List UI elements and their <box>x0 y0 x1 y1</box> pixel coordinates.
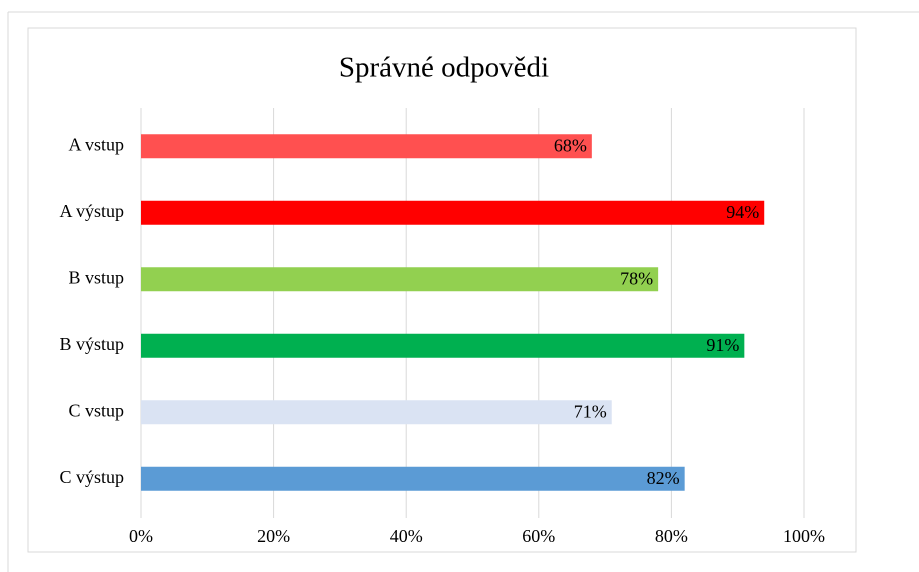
data-label: 91% <box>706 335 739 355</box>
chart-frame <box>27 27 857 553</box>
bar <box>141 400 612 425</box>
x-tick-label: 80% <box>655 526 688 546</box>
y-tick-label: B vstup <box>68 267 124 287</box>
data-label: 71% <box>574 401 607 421</box>
x-tick-label: 40% <box>390 526 423 546</box>
x-tick-label: 60% <box>522 526 555 546</box>
data-label: 78% <box>620 268 653 288</box>
data-label: 82% <box>647 468 680 488</box>
data-label: 94% <box>726 202 759 222</box>
x-tick-label: 0% <box>129 526 153 546</box>
bar <box>141 466 685 491</box>
y-tick-label: A výstup <box>59 201 124 221</box>
y-tick-label: C vstup <box>68 400 124 420</box>
chart-title: Správné odpovědi <box>339 52 549 84</box>
x-tick-label: 100% <box>783 526 825 546</box>
x-tick-label: 20% <box>257 526 290 546</box>
data-label: 68% <box>554 135 587 155</box>
bar <box>141 333 745 358</box>
bar <box>141 267 659 292</box>
y-tick-label: B výstup <box>59 334 124 354</box>
y-tick-label: A vstup <box>68 134 124 154</box>
bar <box>141 134 592 159</box>
bar <box>141 200 765 225</box>
y-tick-label: C výstup <box>59 467 124 487</box>
